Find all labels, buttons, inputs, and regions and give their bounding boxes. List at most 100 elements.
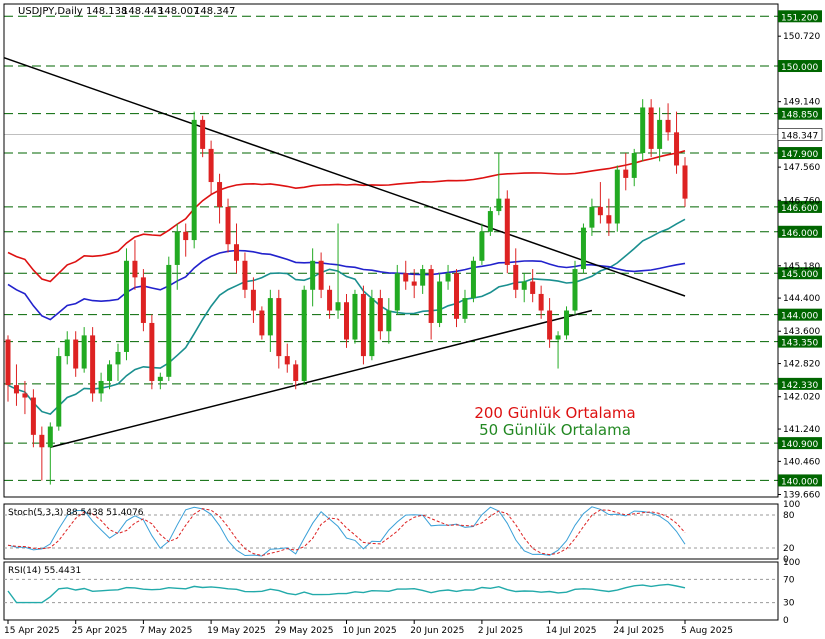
ohlc-close: 148.347 [194, 6, 235, 17]
candle-body [301, 289, 307, 381]
time-tick-label: 24 Jul 2025 [613, 626, 664, 636]
price-tick-label: 142.020 [783, 393, 820, 403]
trendline-descending [3, 57, 686, 297]
level-label: 142.330 [781, 381, 818, 391]
candle-body [217, 182, 223, 207]
stoch-label: Stoch(5,3,3) 88.5438 51.4076 [8, 508, 144, 518]
time-tick-label: 5 Aug 2025 [681, 626, 733, 636]
candles [5, 99, 688, 485]
candle-body [504, 198, 510, 265]
candle-body [250, 289, 256, 311]
stoch-d-line [7, 508, 686, 557]
candle-body [411, 281, 417, 286]
level-box [778, 267, 822, 280]
candle-body [352, 293, 358, 340]
candle-body [487, 211, 493, 232]
ohlc-low: 148.007 [158, 6, 199, 17]
candle-body [547, 310, 553, 340]
candle-body [64, 339, 70, 357]
candle-body [174, 231, 180, 265]
candle-body [107, 364, 113, 381]
time-tick-label: 10 Jun 2025 [343, 626, 397, 636]
candle-body [428, 269, 434, 323]
trend-lines [3, 57, 686, 448]
candle-body [377, 298, 383, 332]
candle-body [115, 351, 121, 365]
price-tick-label: 150.720 [783, 32, 820, 42]
candle-body [394, 273, 400, 311]
candle-body [5, 339, 11, 386]
level-label: 143.350 [781, 339, 818, 349]
rsi-panel-frame [3, 561, 779, 621]
ma50-line [7, 249, 686, 321]
candle-body [580, 227, 586, 270]
candle-body [674, 132, 680, 166]
current-price-box [777, 128, 823, 141]
rsi-tick-label: 70 [783, 575, 795, 585]
rsi-label: RSI(14) 55.4431 [8, 566, 81, 576]
candle-body [276, 298, 282, 357]
candle-body [344, 302, 349, 340]
price-tick-label: 140.460 [783, 457, 820, 467]
time-axis: 15 Apr 2025 25 Apr 2025 7 May 2025 19 May 2… [4, 620, 733, 636]
candle-body [284, 356, 290, 365]
level-label: 146.000 [781, 229, 818, 239]
candle-body [30, 397, 36, 435]
stoch-k-line [7, 506, 686, 557]
candle-body [225, 206, 231, 245]
candle-body [208, 148, 214, 183]
level-box [778, 335, 822, 348]
chart-header-title: USDJPY,Daily [18, 6, 83, 17]
candle-body [123, 260, 129, 352]
candle-body [564, 310, 570, 336]
candle-body [335, 302, 341, 311]
candle-body [293, 364, 299, 381]
candle-body [462, 298, 468, 319]
ma200-line [7, 150, 686, 283]
level-box [778, 60, 822, 73]
level-box [778, 377, 822, 390]
level-box [778, 200, 822, 213]
candle-body [657, 119, 663, 149]
level-label: 147.900 [781, 150, 818, 160]
candle-body [631, 153, 637, 178]
candle-body [183, 231, 189, 241]
time-tick-label: 14 Jul 2025 [546, 626, 597, 636]
level-label: 144.000 [781, 312, 818, 322]
time-tick-label: 7 May 2025 [139, 626, 192, 636]
level-label: 148.850 [781, 111, 818, 121]
level-label: 140.000 [781, 477, 818, 487]
candle-body [56, 356, 62, 427]
candle-body [140, 277, 146, 323]
candle-body [242, 260, 248, 290]
candle-body [327, 289, 333, 311]
price-tick-label: 147.560 [783, 163, 820, 173]
rsi-tick-label: 100 [783, 558, 800, 568]
candle-body [403, 273, 409, 282]
stoch-tick-label: 0 [783, 555, 789, 565]
main-panel-frame [3, 3, 779, 498]
stoch-tick-label: 20 [783, 544, 795, 554]
candle-body [98, 380, 104, 394]
level-box [778, 107, 822, 120]
price-tick-label: 145.180 [783, 262, 820, 272]
candle-body [445, 273, 451, 282]
candle-body [166, 264, 172, 377]
candle-body [90, 335, 96, 394]
price-axis: 151.200 150.000 148.850 147.900 146.600 146.0… [3, 3, 823, 501]
legend-ma50: 50 Günlük Ortalama [479, 421, 631, 439]
candle-body [614, 169, 620, 224]
candle-body [479, 231, 485, 261]
candle-body [149, 322, 155, 381]
candle-body [22, 393, 28, 398]
level-box [778, 437, 822, 450]
candle-body [360, 293, 366, 357]
stoch-tick-label: 100 [783, 500, 800, 510]
time-tick-label: 2 Jul 2025 [478, 626, 523, 636]
level-label: 140.900 [781, 440, 818, 450]
candle-body [530, 281, 536, 294]
time-tick-label: 25 Apr 2025 [72, 626, 128, 636]
level-box [778, 225, 822, 238]
